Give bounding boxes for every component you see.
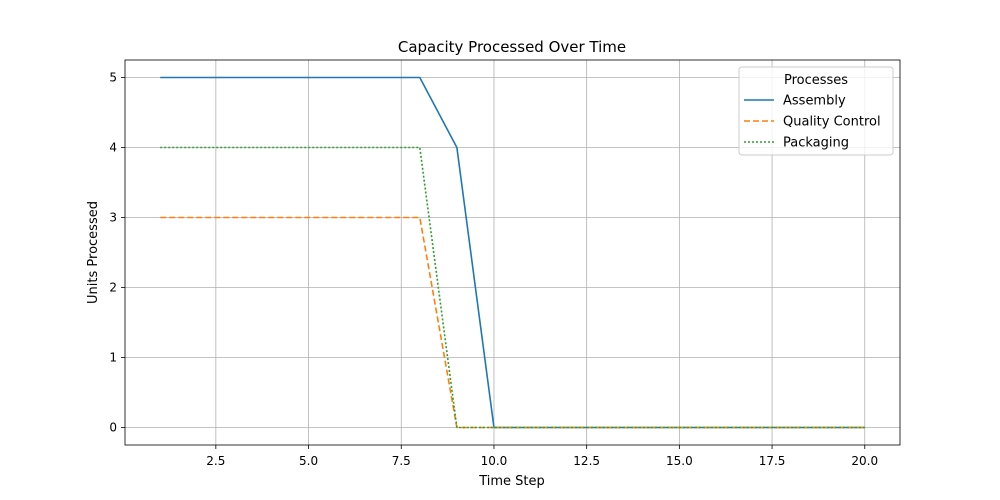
series-line-packaging <box>160 146 865 429</box>
legend-label-packaging: Packaging <box>783 136 849 151</box>
x-tick-label: 5.0 <box>299 454 318 468</box>
y-tick-label: 3 <box>109 211 117 225</box>
legend: Processes Assembly Quality Control Packagi… <box>738 66 894 156</box>
x-axis-label: Time Step <box>478 474 545 489</box>
x-tick-label: 10.0 <box>481 454 508 468</box>
y-tick-label: 1 <box>109 351 117 365</box>
x-tick-label: 15.0 <box>666 454 693 468</box>
y-tick-label: 0 <box>109 421 117 435</box>
x-tick-label: 17.5 <box>759 454 786 468</box>
legend-label-assembly: Assembly <box>783 94 846 109</box>
series-lines <box>160 76 865 429</box>
y-axis-label: Units Processed <box>86 201 101 304</box>
x-tick-label: 7.5 <box>392 454 411 468</box>
legend-frame <box>738 66 894 156</box>
x-tick-label: 12.5 <box>573 454 600 468</box>
legend-title: Processes <box>784 73 848 88</box>
chart-title: Capacity Processed Over Time <box>398 38 626 56</box>
x-tick-label: 20.0 <box>851 454 878 468</box>
y-tick-label: 2 <box>109 281 117 295</box>
x-tick-label: 2.5 <box>206 454 225 468</box>
series-line-quality-control <box>160 216 865 429</box>
legend-entries: Assembly Quality Control Packaging <box>744 94 881 151</box>
axis-ticks: 2.5 5.0 7.5 10.0 12.5 15.0 17.5 20.0 0 1 2 3 4 5 <box>109 71 878 469</box>
legend-label-quality-control: Quality Control <box>783 115 881 130</box>
y-tick-label: 5 <box>109 71 117 85</box>
plot-frame <box>124 59 901 446</box>
y-tick-label: 4 <box>109 141 117 155</box>
